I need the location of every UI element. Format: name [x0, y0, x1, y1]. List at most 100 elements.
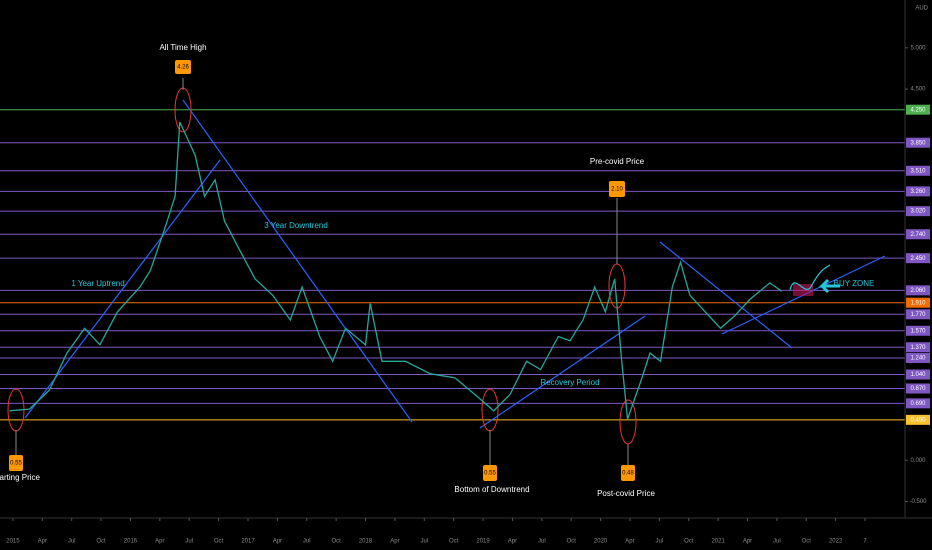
level-badge — [906, 325, 930, 336]
x-tick-label: Jul — [656, 539, 664, 545]
x-tick-label: Jul — [538, 539, 546, 545]
buy-zone-box — [793, 284, 813, 296]
x-tick-label: Oct — [802, 539, 812, 545]
level-label: 0.870 — [910, 386, 926, 392]
arrow — [818, 278, 840, 294]
level-label: 3.850 — [910, 140, 926, 146]
x-tick-label: Oct — [684, 539, 694, 545]
x-tick-label: 2021 — [711, 539, 725, 545]
level-badge — [906, 398, 930, 409]
level-label: 1.910 — [910, 300, 926, 306]
projection — [789, 264, 831, 291]
annotation: BUY ZONE — [834, 279, 875, 288]
x-tick-label: 7 — [863, 539, 867, 545]
badge-label: 2.10 — [611, 187, 623, 193]
annotation: 1 Year Uptrend — [71, 279, 124, 288]
level-badge — [906, 369, 930, 380]
level-badge — [906, 253, 930, 264]
level-label: 2.740 — [910, 232, 926, 238]
level-label: 3.260 — [910, 189, 926, 195]
x-tick-label: 2018 — [359, 539, 373, 545]
x-tick-label: 2022 — [829, 539, 843, 545]
price-axis — [905, 0, 932, 550]
x-tick-label: 2020 — [594, 539, 608, 545]
x-tick-label: Jul — [68, 539, 76, 545]
badge — [621, 465, 635, 481]
x-tick-label: Jul — [773, 539, 781, 545]
annotation: 3 Year Downtrend — [264, 221, 328, 230]
plot — [9, 121, 782, 420]
badge — [483, 465, 497, 481]
annotations: All Time High 4.26 Pre-covid Price 2.10 … — [0, 43, 874, 498]
x-tick-label: Jul — [303, 539, 311, 545]
x-tick-label: Apr — [625, 539, 634, 545]
level-label: 1.370 — [910, 345, 926, 351]
levels — [0, 109, 905, 421]
x-tick-label: 2019 — [476, 539, 490, 545]
x-tick-label: Oct — [567, 539, 577, 545]
level-badge — [906, 414, 930, 425]
x-tick-label: Jul — [185, 539, 193, 545]
badge-label: 4.26 — [177, 65, 189, 71]
x-tick-label: Apr — [743, 539, 752, 545]
level-badge — [906, 104, 930, 115]
x-tick-label: Apr — [390, 539, 399, 545]
y-tick-label: 5.000 — [910, 45, 926, 51]
x-tick-label: Apr — [155, 539, 164, 545]
level-badge — [906, 206, 930, 217]
level-label: 1.570 — [910, 328, 926, 334]
level-badge — [906, 383, 930, 394]
annotation: Post-covid Price — [597, 489, 655, 498]
level-badge — [906, 229, 930, 240]
x-tick-label: Apr — [38, 539, 47, 545]
badge-label: 0.48 — [622, 471, 634, 477]
x-tick-label: Oct — [449, 539, 459, 545]
level-badge — [906, 165, 930, 176]
level-label: 2.450 — [910, 256, 926, 262]
level-label: 2.060 — [910, 288, 926, 294]
x-tick-label: Apr — [508, 539, 517, 545]
y-tick-label: 4.500 — [910, 87, 926, 93]
price-line — [9, 121, 782, 420]
axes: 4.250 3.850 3.510 3.260 3.020 2.740 2.450 2.060… — [6, 45, 930, 545]
trend-line — [479, 315, 646, 429]
x-tick-label: Oct — [214, 539, 224, 545]
x-tick-label: Oct — [96, 539, 106, 545]
level-badge — [906, 342, 930, 353]
badge-label: 0.55 — [10, 461, 22, 467]
level-label: 1.770 — [910, 312, 926, 318]
annotation: Pre-covid Price — [590, 157, 645, 166]
level-badge — [906, 137, 930, 148]
badge — [609, 181, 625, 197]
trend-line — [182, 99, 413, 423]
level-label: 3.020 — [910, 209, 926, 215]
badge — [9, 455, 23, 471]
badge-label: 0.55 — [484, 471, 496, 477]
annotation: Starting Price — [0, 473, 41, 482]
x-tick-label: Jul — [420, 539, 428, 545]
annotation: Bottom of Downtrend — [454, 485, 529, 494]
x-tick-label: 2017 — [241, 539, 255, 545]
level-badge — [906, 297, 930, 308]
level-badge — [906, 186, 930, 197]
x-tick-label: 2016 — [124, 539, 138, 545]
level-badge — [906, 309, 930, 320]
y-tick-label: 0.000 — [910, 458, 926, 464]
level-label: 4.250 — [910, 107, 926, 113]
x-tick-label: Apr — [273, 539, 282, 545]
y-tick-label: -0.500 — [909, 499, 927, 505]
level-label: 0.490 — [910, 417, 926, 423]
x-tick-label: 2015 — [6, 539, 20, 545]
level-label: 1.040 — [910, 372, 926, 378]
annotation: All Time High — [159, 43, 206, 52]
level-label: 0.690 — [910, 401, 926, 407]
unit-label: AUD — [915, 6, 928, 12]
trend-line — [24, 159, 221, 419]
level-label: 1.240 — [910, 356, 926, 362]
x-tick-label: Oct — [331, 539, 341, 545]
level-badge — [906, 285, 930, 296]
level-label: 3.510 — [910, 168, 926, 174]
badge — [175, 60, 191, 74]
annotation: Recovery Period — [540, 378, 599, 387]
